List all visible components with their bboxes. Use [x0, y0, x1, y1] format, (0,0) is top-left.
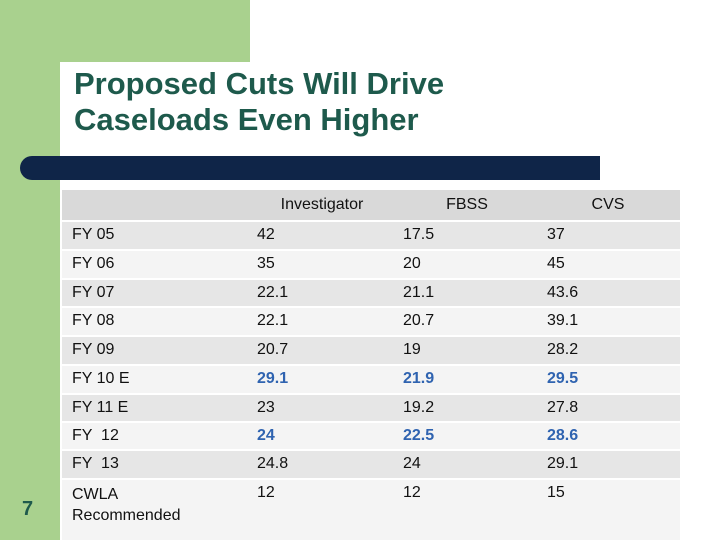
table-cell: 20 — [403, 255, 421, 272]
table-cell: 21.1 — [403, 284, 435, 301]
table-row: FY 10 E 29.1 21.9 29.5 — [62, 366, 680, 393]
table-row: FY 12 24 22.5 28.6 — [62, 423, 680, 449]
table-cell: 12 — [403, 484, 421, 501]
table-row: FY 13 24.8 24 29.1 — [62, 451, 680, 478]
table-cell: 37 — [547, 226, 565, 243]
header-cell: Investigator — [280, 196, 364, 213]
table-cell: 22.5 — [403, 427, 435, 444]
table-cell: 17.5 — [403, 226, 435, 243]
table-row: FY 06 35 20 45 — [62, 251, 680, 278]
title-line: Proposed Cuts Will Drive — [74, 66, 445, 101]
table-cell: 20.7 — [403, 312, 435, 329]
table-row: CWLA Recommended 12 12 15 — [62, 480, 680, 540]
table-cell: 12 — [257, 484, 275, 501]
top-band — [0, 0, 250, 62]
header-row: Investigator FBSS CVS — [62, 190, 680, 220]
table-cell: 29.1 — [257, 370, 289, 387]
header-cell: CVS — [591, 196, 625, 213]
table-cell: 19.2 — [403, 399, 435, 416]
row-label: CWLA Recommended — [72, 486, 181, 524]
table-row: FY 07 22.1 21.1 43.6 — [62, 280, 680, 306]
table-cell: 39.1 — [547, 312, 579, 329]
table-cell: 35 — [257, 255, 275, 272]
row-label: FY 07 — [72, 284, 115, 301]
table-row: FY 05 42 17.5 37 — [62, 222, 680, 249]
row-label: FY 08 — [72, 312, 115, 329]
table-cell: 24 — [257, 427, 275, 444]
table-cell: 24 — [403, 455, 421, 472]
table-cell: 45 — [547, 255, 565, 272]
row-label: FY 05 — [72, 226, 115, 243]
row-label: FY 09 — [72, 341, 115, 358]
row-label: FY 13 — [72, 455, 119, 472]
table-cell: 21.9 — [403, 370, 435, 387]
table-cell: 15 — [547, 484, 565, 501]
table-cell: 20.7 — [257, 341, 289, 358]
header-cell: FBSS — [446, 196, 488, 213]
row-label: FY 12 — [72, 427, 119, 444]
title-line: Caseloads Even Higher — [74, 102, 419, 137]
side-band — [0, 0, 60, 540]
table-row: FY 09 20.7 19 28.2 — [62, 337, 680, 364]
table-cell: 22.1 — [257, 284, 289, 301]
slide-title: Proposed Cuts Will Drive Caseloads Even … — [74, 66, 444, 138]
table-cell: 22.1 — [257, 312, 289, 329]
table-cell: 23 — [257, 399, 275, 416]
table-cell: 29.1 — [547, 455, 579, 472]
title-bar — [20, 156, 600, 180]
table-cell: 28.6 — [547, 427, 579, 444]
table-cell: 19 — [403, 341, 421, 358]
page-number: 7 — [22, 498, 34, 520]
table-row: FY 11 E 23 19.2 27.8 — [62, 395, 680, 421]
table-cell: 27.8 — [547, 399, 579, 416]
table-cell: 29.5 — [547, 370, 579, 387]
table-row: FY 08 22.1 20.7 39.1 — [62, 308, 680, 335]
row-label: FY 11 E — [72, 399, 129, 416]
table-cell: 42 — [257, 226, 275, 243]
table-cell: 43.6 — [547, 284, 579, 301]
table-cell: 24.8 — [257, 455, 289, 472]
row-label: FY 06 — [72, 255, 115, 272]
table-cell: 28.2 — [547, 341, 579, 358]
row-label: FY 10 E — [72, 370, 130, 387]
